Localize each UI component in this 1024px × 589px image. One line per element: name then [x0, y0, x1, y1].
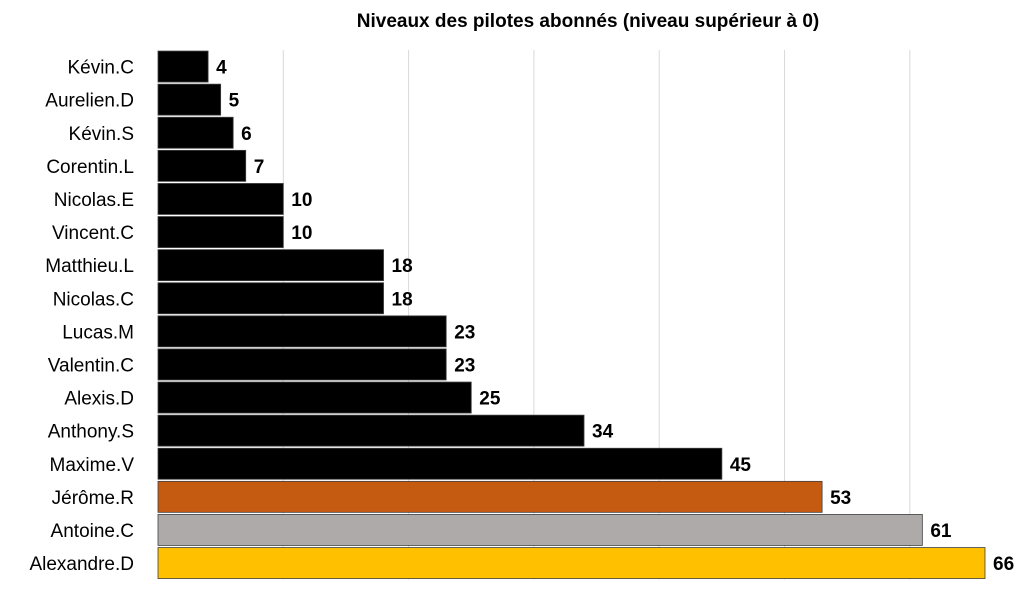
- bar: [157, 149, 247, 182]
- data-label: 18: [392, 289, 413, 310]
- data-label: 23: [454, 355, 475, 376]
- data-label: 7: [254, 157, 265, 178]
- chart-title: Niveaux des pilotes abonnés (niveau supé…: [357, 11, 820, 32]
- category-label: Nicolas.E: [54, 190, 134, 211]
- data-label: 25: [479, 389, 501, 410]
- category-label: Kévin.C: [67, 58, 134, 79]
- category-label: Lucas.M: [62, 322, 134, 343]
- category-label: Anthony.S: [48, 422, 134, 443]
- bar: [157, 480, 823, 513]
- category-label: Nicolas.C: [53, 289, 134, 310]
- data-label: 10: [291, 223, 312, 244]
- category-label: Kévin.S: [69, 124, 134, 145]
- bar: [157, 50, 209, 83]
- category-label: Vincent.C: [52, 223, 134, 244]
- category-label: Maxime.V: [50, 455, 135, 476]
- category-label: Jérôme.R: [52, 488, 134, 509]
- bar: [157, 414, 585, 447]
- data-label: 23: [454, 322, 475, 343]
- bar: [157, 547, 986, 579]
- data-label: 5: [229, 91, 240, 112]
- category-label: Alexis.D: [64, 389, 134, 410]
- bar: [157, 83, 222, 116]
- data-label: 4: [216, 58, 227, 79]
- category-label: Matthieu.L: [45, 256, 134, 277]
- bar: [157, 514, 923, 546]
- data-label: 6: [241, 124, 252, 145]
- category-label: Alexandre.D: [29, 554, 134, 575]
- bar: [157, 447, 723, 480]
- category-labels: Kévin.C Aurelien.D Kévin.S Corentin.L Nicola…: [29, 58, 135, 575]
- bar: [157, 282, 384, 315]
- category-label: Aurelien.D: [45, 91, 134, 112]
- data-label: 10: [291, 190, 312, 211]
- bar: [157, 348, 447, 381]
- bar: [157, 216, 284, 248]
- data-label: 53: [830, 488, 851, 509]
- category-label: Corentin.L: [46, 157, 134, 178]
- data-label: 66: [993, 554, 1014, 575]
- category-label: Valentin.C: [48, 355, 134, 376]
- category-label: Antoine.C: [51, 521, 134, 542]
- bar: [157, 116, 234, 149]
- data-label: 45: [730, 455, 752, 476]
- bar: [157, 381, 472, 414]
- bar: [157, 249, 384, 282]
- data-label: 61: [930, 521, 952, 542]
- data-label: 18: [392, 256, 413, 277]
- bar: [157, 183, 284, 215]
- data-label: 34: [592, 422, 614, 443]
- bar: [157, 315, 447, 348]
- bars: [157, 50, 986, 579]
